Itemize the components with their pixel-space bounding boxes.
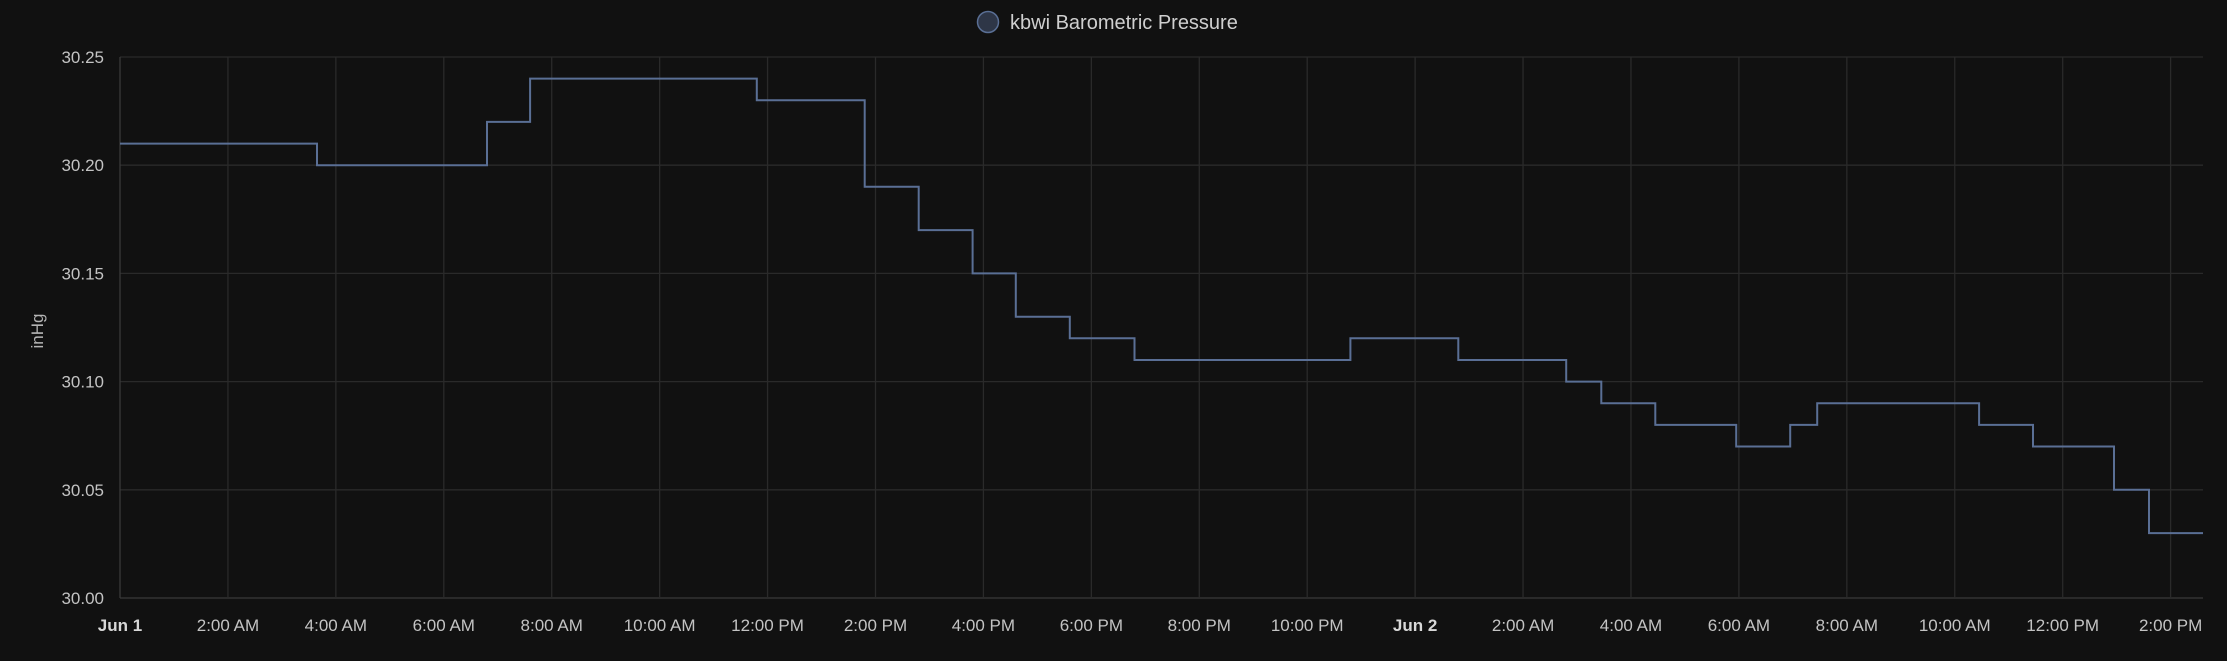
legend-swatch: [976, 10, 1000, 34]
y-tick-label: 30.10: [61, 373, 104, 392]
y-axis: 30.00 30.05 30.10 30.15 30.20 30.25: [61, 48, 104, 608]
y-tick-label: 30.00: [61, 589, 104, 608]
x-tick-label: Jun 1: [98, 616, 142, 635]
x-tick-label: 10:00 PM: [1271, 616, 1344, 635]
x-tick-label: 8:00 PM: [1168, 616, 1231, 635]
x-tick-label: 10:00 AM: [624, 616, 696, 635]
legend-label: kbwi Barometric Pressure: [1010, 12, 1238, 34]
y-tick-label: 30.05: [61, 481, 104, 500]
x-tick-label: 8:00 AM: [521, 616, 583, 635]
x-tick-label: 8:00 AM: [1816, 616, 1878, 635]
x-tick-label: Jun 2: [1393, 616, 1437, 635]
x-tick-label: 10:00 AM: [1919, 616, 1991, 635]
y-axis-label: inHg: [28, 314, 47, 349]
x-tick-label: 2:00 PM: [2139, 616, 2202, 635]
x-tick-label: 2:00 AM: [1492, 616, 1554, 635]
x-tick-label: 4:00 PM: [952, 616, 1015, 635]
x-tick-label: 12:00 PM: [731, 616, 804, 635]
x-tick-label: 6:00 AM: [1708, 616, 1770, 635]
y-tick-label: 30.15: [61, 264, 104, 283]
x-tick-label: 2:00 AM: [197, 616, 259, 635]
x-tick-label: 6:00 PM: [1060, 616, 1123, 635]
x-tick-label: 2:00 PM: [844, 616, 907, 635]
legend[interactable]: kbwi Barometric Pressure: [976, 10, 1238, 35]
x-axis: Jun 1 2:00 AM 4:00 AM 6:00 AM 8:00 AM 10:00 A…: [98, 616, 2202, 635]
x-tick-label: 6:00 AM: [413, 616, 475, 635]
series-line-kbwi-barometric-pressure: [120, 77, 2203, 535]
y-tick-label: 30.20: [61, 156, 104, 175]
y-tick-label: 30.25: [61, 48, 104, 67]
series-layer: [120, 77, 2203, 535]
x-tick-label: 4:00 AM: [1600, 616, 1662, 635]
x-tick-label: 12:00 PM: [2026, 616, 2099, 635]
x-tick-label: 4:00 AM: [305, 616, 367, 635]
grid: [119, 56, 2203, 599]
